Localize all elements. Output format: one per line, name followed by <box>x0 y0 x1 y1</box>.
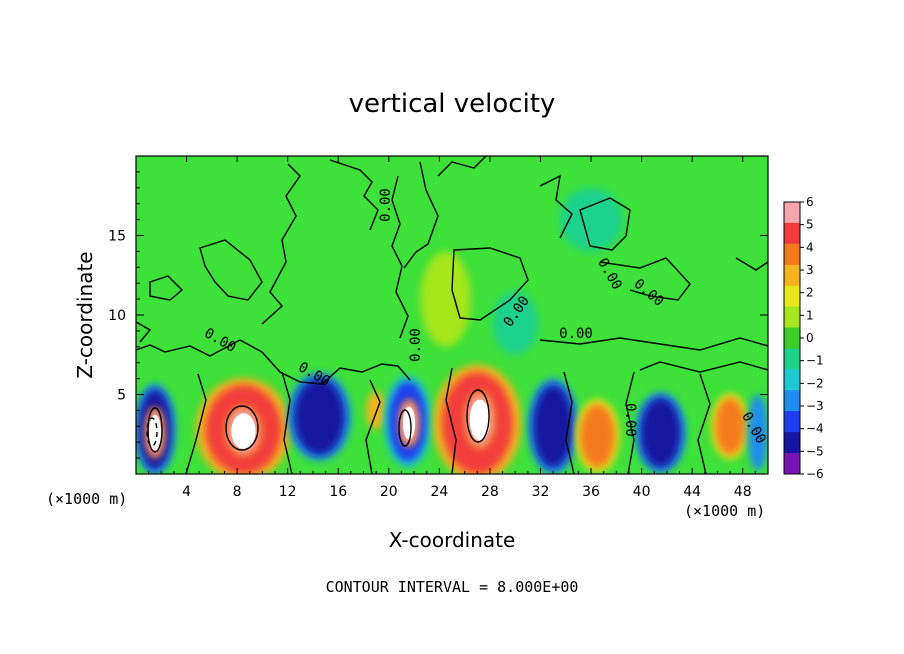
x-tick-label: 4 <box>182 484 191 500</box>
colorbar-tick-label: 4 <box>806 240 814 254</box>
colorbar-swatch <box>784 264 800 287</box>
velocity-cell <box>492 291 538 355</box>
zero-contour-loop <box>225 405 259 451</box>
colorbar-tick-label: 3 <box>806 263 814 277</box>
zero-contour-line <box>625 371 635 474</box>
colorbar-swatch <box>784 369 800 391</box>
plot-area: 0.00 0.00 0.00 0.00 0.00 0.00 0.00 0.00 … <box>136 156 768 474</box>
colorbar-tick-label: −1 <box>806 354 824 368</box>
colorbar-swatch <box>784 306 800 329</box>
zero-contour-line <box>451 247 529 321</box>
zero-contour-line <box>365 379 381 474</box>
zero-contour-loop <box>398 409 412 447</box>
zero-contours <box>136 156 768 474</box>
zero-contour-line <box>445 367 457 474</box>
y-tick-label: 5 <box>117 388 126 404</box>
zero-contour-line <box>136 339 411 385</box>
zero-contour-line <box>199 239 263 301</box>
zero-contour-line <box>136 321 152 343</box>
zero-contour-line <box>579 197 631 251</box>
zero-contour-line <box>261 163 301 325</box>
x-tick-label: 48 <box>734 484 752 500</box>
x-axis-unit-right: (×1000 m) <box>684 502 765 520</box>
x-axis-ticks: 4 8 12 16 20 24 28 32 36 40 44 48 <box>148 156 756 500</box>
x-tick-label: 12 <box>279 484 297 500</box>
zero-contour-loop <box>147 407 163 453</box>
contour-label: 0.00 <box>559 326 593 342</box>
velocity-core <box>402 406 416 440</box>
velocity-cell <box>420 251 471 347</box>
negative-contour-loop <box>146 417 158 447</box>
colorbar-swatch <box>784 202 800 224</box>
y-tick-label: 10 <box>108 308 126 324</box>
velocity-core <box>469 399 490 441</box>
colorbar-swatch <box>784 432 800 454</box>
colorbar-swatch <box>784 243 800 266</box>
zero-contour-line <box>639 361 768 373</box>
velocity-cell <box>640 397 681 468</box>
colorbar-tick-label: −3 <box>806 399 824 413</box>
contour-label: 0.00 <box>622 403 638 437</box>
chart-title: vertical velocity <box>349 89 556 119</box>
colorbar-tick-label: 0 <box>806 331 814 345</box>
colorbar: 6 5 4 3 2 1 0 −1 −2 −3 −4 −5 −6 <box>783 195 824 481</box>
colorbar-tick-label: −5 <box>806 444 824 458</box>
velocity-cell <box>559 187 623 252</box>
velocity-cell <box>747 394 768 471</box>
contour-label: 0.00 <box>378 188 394 222</box>
colorbar-tick-label: 1 <box>806 308 814 322</box>
colorbar-tick-label: 6 <box>806 195 814 209</box>
velocity-cell <box>294 378 345 455</box>
zero-contour-line <box>329 159 379 231</box>
contour-interval-footer: CONTOUR INTERVAL = 8.000E+00 <box>326 578 579 596</box>
x-tick-label: 28 <box>481 484 499 500</box>
colorbar-swatch <box>784 327 800 349</box>
velocity-core <box>148 414 162 451</box>
x-tick-label: 40 <box>633 484 651 500</box>
x-axis-unit-left: (×1000 m) <box>46 490 127 508</box>
x-tick-label: 24 <box>430 484 448 500</box>
y-axis-ticks: 5 10 15 <box>108 171 768 459</box>
x-tick-label: 20 <box>380 484 398 500</box>
colorbar-tick-label: −6 <box>806 467 824 481</box>
colorbar-swatch <box>784 390 800 412</box>
y-axis-label: Z-coordinate <box>73 251 97 378</box>
colorbar-swatch <box>784 453 800 475</box>
y-tick-label: 15 <box>108 229 126 245</box>
colorbar-tick-label: −4 <box>806 422 824 436</box>
colorbar-tick-label: −2 <box>806 376 824 390</box>
x-tick-label: 16 <box>329 484 347 500</box>
x-tick-label: 36 <box>582 484 600 500</box>
zero-contour-line <box>697 373 711 474</box>
colorbar-swatch <box>784 222 800 245</box>
zero-contour-line <box>539 337 768 351</box>
zero-contour-line <box>149 275 184 301</box>
velocity-features <box>136 187 768 474</box>
zero-contour-line <box>599 257 691 301</box>
zero-contour-line <box>539 174 573 239</box>
velocity-core <box>231 413 256 449</box>
zero-contour-line <box>735 257 768 271</box>
velocity-cell <box>579 404 616 468</box>
colorbar-swatch <box>784 285 800 308</box>
zero-contour-line <box>281 371 293 474</box>
zero-contour-line <box>185 373 207 474</box>
colorbar-swatch <box>784 348 800 370</box>
zero-contour-line <box>403 161 439 269</box>
zero-contour-line <box>437 156 487 177</box>
velocity-cell <box>714 397 746 455</box>
x-tick-label: 32 <box>532 484 550 500</box>
x-tick-label: 8 <box>233 484 242 500</box>
velocity-cell <box>532 384 574 468</box>
x-axis-label: X-coordinate <box>389 528 516 552</box>
colorbar-tick-label: 2 <box>806 286 814 300</box>
zero-contour-loop <box>466 389 490 443</box>
zero-contour-line <box>391 175 409 339</box>
contour-label: 0.00 <box>408 328 424 362</box>
colorbar-swatch <box>784 411 800 433</box>
x-tick-label: 44 <box>683 484 701 500</box>
zero-contour-line <box>563 371 575 474</box>
colorbar-tick-label: 5 <box>806 218 814 232</box>
